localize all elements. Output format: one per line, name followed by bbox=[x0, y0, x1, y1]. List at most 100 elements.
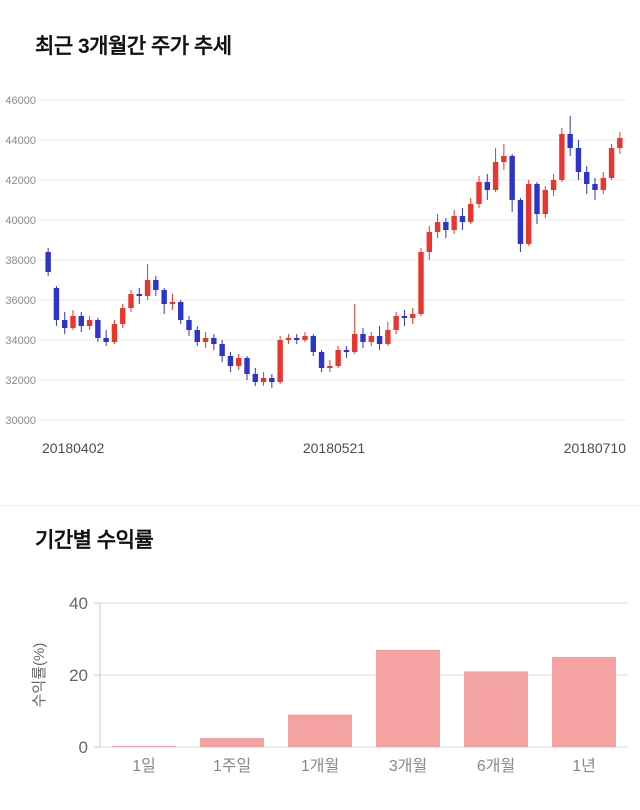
candle-body bbox=[227, 356, 234, 366]
price-x-tick-label: 20180710 bbox=[564, 440, 627, 456]
candle-body bbox=[410, 314, 416, 318]
candle-body bbox=[600, 178, 606, 190]
candle-body bbox=[178, 302, 184, 320]
candle-body bbox=[236, 358, 242, 366]
candle-body bbox=[62, 320, 68, 328]
candle-body bbox=[53, 288, 60, 320]
candle-body bbox=[584, 172, 590, 184]
candle-body bbox=[443, 222, 449, 230]
candle-body bbox=[343, 350, 350, 352]
candle-body bbox=[451, 216, 457, 230]
candle-body bbox=[260, 378, 267, 382]
candles bbox=[45, 116, 623, 388]
candle-body bbox=[70, 316, 76, 328]
candle-body bbox=[277, 340, 283, 382]
candle-body bbox=[368, 336, 374, 342]
returns-y-tick-label: 0 bbox=[79, 738, 88, 757]
returns-y-axis-label: 수익률(%) bbox=[31, 643, 48, 708]
price-y-tick-label: 42000 bbox=[5, 175, 36, 187]
price-y-tick-label: 46000 bbox=[5, 95, 36, 107]
candle-body bbox=[335, 350, 341, 366]
candlestick-chart: 46000 44000 42000 40000 38000 36000 34000 32000… bbox=[5, 95, 627, 456]
return-bar bbox=[288, 714, 352, 747]
candle-body bbox=[418, 252, 424, 314]
candle-body bbox=[468, 204, 474, 222]
candle-body bbox=[352, 334, 358, 352]
candle-body bbox=[542, 190, 548, 214]
candle-body bbox=[509, 156, 515, 200]
candle-body bbox=[592, 184, 598, 190]
candle-body bbox=[120, 308, 126, 324]
price-gridlines: 46000 44000 42000 40000 38000 36000 34000 32000… bbox=[5, 95, 626, 427]
return-bar bbox=[376, 649, 440, 747]
returns-chart-title: 기간별 수익률 bbox=[35, 529, 154, 552]
candle-body bbox=[459, 216, 466, 222]
returns-x-tick-label: 1개월 bbox=[301, 757, 339, 775]
price-y-tick-label: 38000 bbox=[5, 255, 36, 267]
candle-body bbox=[567, 134, 573, 148]
candle-body bbox=[144, 280, 151, 296]
candle-body bbox=[360, 334, 366, 342]
return-bar bbox=[200, 738, 264, 747]
candle-body bbox=[575, 148, 582, 172]
candle-body bbox=[534, 184, 540, 214]
return-bar bbox=[464, 671, 528, 747]
candle-body bbox=[244, 358, 250, 374]
candle-body bbox=[517, 200, 524, 244]
returns-bar-chart: 0 20 40 수익률(%) 1일 1주일 1개월 3개월 6개월 1년 bbox=[31, 594, 628, 775]
price-y-tick-label: 34000 bbox=[5, 335, 36, 347]
returns-x-tick-label: 1주일 bbox=[213, 757, 251, 775]
returns-x-tick-label: 3개월 bbox=[389, 757, 427, 775]
candle-body bbox=[385, 330, 391, 344]
candle-body bbox=[269, 378, 275, 382]
candle-body bbox=[219, 344, 225, 356]
candle-body bbox=[78, 316, 84, 326]
candle-body bbox=[252, 374, 258, 382]
candle-body bbox=[169, 302, 176, 304]
candle-body bbox=[318, 352, 325, 368]
candle-body bbox=[526, 184, 532, 244]
candle-body bbox=[285, 338, 292, 340]
candle-body bbox=[161, 290, 167, 304]
candle-body bbox=[376, 336, 383, 344]
candle-body bbox=[393, 316, 399, 330]
price-y-tick-label: 30000 bbox=[5, 415, 36, 427]
candle-body bbox=[202, 338, 209, 342]
candle-body bbox=[401, 316, 408, 318]
returns-x-tick-label: 6개월 bbox=[477, 757, 515, 775]
candle-body bbox=[103, 338, 109, 342]
candle-body bbox=[111, 324, 118, 342]
return-bar bbox=[552, 657, 616, 747]
candle-body bbox=[95, 320, 101, 338]
candle-body bbox=[128, 294, 134, 308]
price-y-tick-label: 40000 bbox=[5, 215, 36, 227]
candle-body bbox=[434, 222, 441, 232]
candle-body bbox=[559, 134, 565, 180]
section-divider bbox=[0, 505, 640, 506]
candle-body bbox=[426, 232, 432, 252]
candle-body bbox=[211, 338, 217, 344]
price-y-tick-label: 36000 bbox=[5, 295, 36, 307]
candle-body bbox=[186, 320, 192, 330]
returns-y-tick-label: 40 bbox=[69, 594, 88, 613]
candle-body bbox=[484, 182, 490, 190]
candle-body bbox=[310, 336, 316, 352]
candle-body bbox=[327, 366, 333, 368]
price-x-tick-label: 20180402 bbox=[42, 440, 105, 456]
returns-x-tick-label: 1년 bbox=[572, 757, 596, 775]
candle-body bbox=[302, 336, 308, 340]
candle-body bbox=[608, 148, 615, 178]
price-y-tick-label: 32000 bbox=[5, 375, 36, 387]
candle-body bbox=[86, 320, 93, 326]
price-chart-title: 최근 3개월간 주가 추세 bbox=[35, 35, 232, 58]
candle-body bbox=[501, 156, 507, 162]
candle-body bbox=[476, 182, 482, 204]
candle-body bbox=[136, 294, 142, 296]
price-x-tick-label: 20180521 bbox=[303, 440, 366, 456]
returns-x-tick-label: 1일 bbox=[132, 757, 156, 775]
returns-y-tick-label: 20 bbox=[69, 666, 88, 685]
return-bar bbox=[112, 745, 176, 747]
candle-body bbox=[550, 180, 557, 190]
candle-body bbox=[294, 338, 300, 340]
